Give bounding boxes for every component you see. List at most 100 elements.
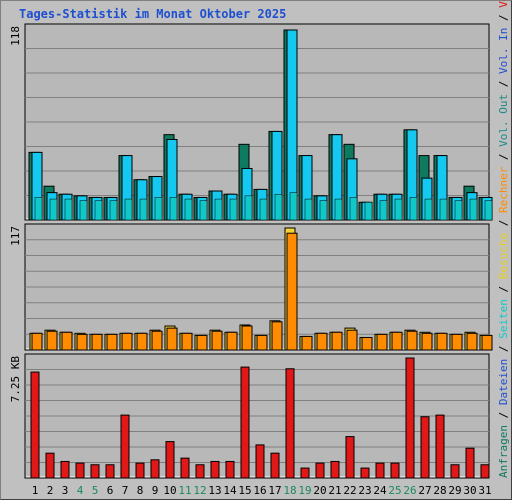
volumen-bar bbox=[315, 462, 325, 479]
x-tick-label-day-9: 9 bbox=[152, 484, 159, 497]
panel-3-ymax-label: 7.25 KB bbox=[9, 356, 22, 403]
volumen-bar bbox=[105, 464, 115, 479]
seiten-bar bbox=[424, 198, 433, 221]
volumen-bar bbox=[195, 464, 205, 479]
x-tick-label-day-28: 28 bbox=[433, 484, 446, 497]
panel-2-ymax-label: 117 bbox=[9, 226, 22, 246]
volumen-bar bbox=[255, 444, 265, 479]
seiten-bar bbox=[274, 193, 283, 221]
rechner-bar bbox=[151, 330, 163, 351]
x-tick-label-day-16: 16 bbox=[253, 484, 266, 497]
volumen-bar bbox=[75, 462, 85, 479]
volumen-bar bbox=[45, 452, 55, 479]
seiten-bar bbox=[259, 198, 268, 221]
seiten-bar bbox=[244, 195, 253, 221]
rechner-bar bbox=[301, 335, 313, 351]
dateien-bar bbox=[286, 29, 298, 221]
volumen-bar bbox=[180, 457, 190, 479]
legend-entry-7: / bbox=[497, 213, 510, 233]
volumen-bar bbox=[270, 452, 280, 479]
legend-entry-6: Besuche bbox=[497, 233, 510, 279]
legend-entry-13: / bbox=[497, 8, 510, 28]
rechner-bar bbox=[346, 329, 358, 351]
x-tick-label-day-22: 22 bbox=[343, 484, 356, 497]
seiten-bar bbox=[394, 198, 403, 221]
volumen-bar bbox=[360, 467, 370, 479]
seiten-bar bbox=[364, 202, 373, 221]
x-tick-label-day-6: 6 bbox=[107, 484, 114, 497]
x-tick-label-day-7: 7 bbox=[122, 484, 129, 497]
x-tick-label-day-24: 24 bbox=[373, 484, 387, 497]
x-tick-label-day-27: 27 bbox=[418, 484, 431, 497]
x-tick-label-day-20: 20 bbox=[313, 484, 326, 497]
rechner-bar bbox=[166, 327, 178, 351]
x-tick-label-day-29: 29 bbox=[448, 484, 461, 497]
volumen-bar bbox=[210, 460, 220, 479]
x-tick-label-day-15: 15 bbox=[238, 484, 251, 497]
seiten-bar bbox=[199, 200, 208, 221]
seiten-bar bbox=[409, 197, 418, 221]
volumen-bar bbox=[150, 459, 160, 479]
seiten-bar bbox=[334, 198, 343, 221]
x-tick-label-day-23: 23 bbox=[358, 484, 371, 497]
volumen-bar bbox=[390, 462, 400, 479]
legend-entry-14: Volumen bbox=[497, 0, 510, 8]
volumen-bar bbox=[165, 441, 175, 479]
seiten-bar bbox=[94, 200, 103, 221]
volumen-bar bbox=[90, 464, 100, 479]
seiten-bar bbox=[229, 198, 238, 221]
x-tick-label-day-11: 11 bbox=[178, 484, 191, 497]
seiten-bar bbox=[484, 200, 493, 221]
seiten-bar bbox=[79, 200, 88, 221]
x-tick-label-day-14: 14 bbox=[223, 484, 237, 497]
rechner-bar bbox=[271, 321, 283, 351]
volumen-bar bbox=[375, 462, 385, 479]
volumen-bar bbox=[405, 357, 415, 479]
legend-entry-11: / bbox=[497, 74, 510, 94]
volumen-bar bbox=[225, 460, 235, 479]
seiten-bar bbox=[34, 197, 43, 221]
rechner-bar bbox=[451, 333, 463, 351]
x-tick-label-day-3: 3 bbox=[62, 484, 69, 497]
x-tick-label-day-13: 13 bbox=[208, 484, 221, 497]
rechner-bar bbox=[406, 330, 418, 351]
seiten-bar bbox=[214, 198, 223, 221]
seiten-bar bbox=[319, 200, 328, 221]
x-tick-label-day-4: 4 bbox=[77, 484, 84, 497]
seiten-bar bbox=[49, 198, 58, 221]
volumen-bar bbox=[300, 467, 310, 479]
seiten-bar bbox=[289, 192, 298, 221]
volumen-bar bbox=[120, 414, 130, 479]
x-tick-label-day-12: 12 bbox=[193, 484, 206, 497]
x-tick-label-day-8: 8 bbox=[137, 484, 144, 497]
rechner-bar bbox=[256, 334, 268, 351]
panel-1-ymax-label: 118 bbox=[9, 26, 22, 46]
volumen-bar bbox=[330, 460, 340, 479]
legend-entry-1: / bbox=[497, 405, 510, 425]
volumen-bar bbox=[285, 368, 295, 479]
x-tick-label-day-18: 18 bbox=[283, 484, 296, 497]
right-legend: Anfragen / Dateien / Seiten / Besuche / … bbox=[497, 0, 510, 478]
rechner-bar bbox=[76, 333, 88, 351]
legend-entry-12: Vol. In bbox=[497, 28, 510, 74]
seiten-bar bbox=[139, 198, 148, 221]
volumen-bar bbox=[480, 464, 490, 479]
x-tick-label-day-25: 25 bbox=[388, 484, 401, 497]
rechner-bar bbox=[316, 332, 328, 351]
rechner-bar bbox=[331, 331, 343, 351]
rechner-bar bbox=[196, 334, 208, 351]
rechner-bar bbox=[286, 232, 298, 351]
x-tick-label-day-2: 2 bbox=[47, 484, 54, 497]
x-tick-label-day-21: 21 bbox=[328, 484, 341, 497]
seiten-bar bbox=[64, 198, 73, 221]
seiten-bar bbox=[454, 200, 463, 221]
rechner-bar bbox=[481, 334, 493, 351]
rechner-bar bbox=[31, 332, 43, 351]
rechner-bar bbox=[211, 330, 223, 351]
rechner-bar bbox=[106, 333, 118, 351]
rechner-bar bbox=[376, 333, 388, 351]
legend-entry-0: Anfragen bbox=[497, 425, 510, 478]
volumen-bar bbox=[135, 462, 145, 479]
seiten-bar bbox=[349, 197, 358, 221]
